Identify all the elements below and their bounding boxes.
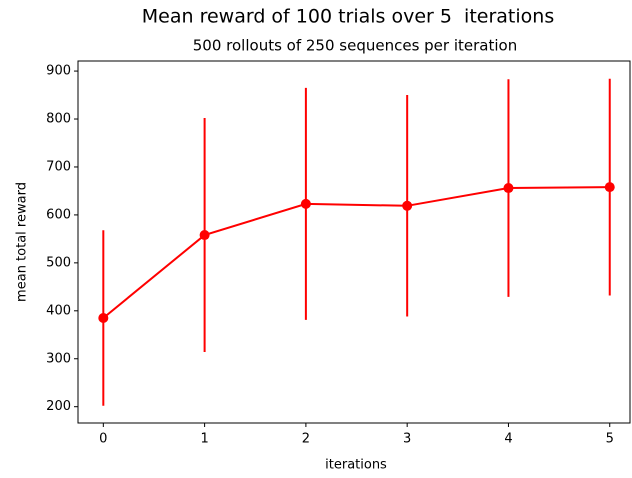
chart-subtitle: 500 rollouts of 250 sequences per iterat… — [193, 37, 517, 55]
y-tick-label: 300 — [46, 351, 71, 366]
point — [199, 230, 210, 241]
x-tick-label: 1 — [200, 432, 208, 447]
y-tick-label: 400 — [46, 303, 71, 318]
x-tick-label: 2 — [302, 432, 310, 447]
x-tick-label: 0 — [99, 432, 107, 447]
y-tick-label: 900 — [46, 64, 71, 79]
x-tick-label: 3 — [403, 432, 411, 447]
x-tick-label: 4 — [504, 432, 512, 447]
y-tick-label: 600 — [46, 207, 71, 222]
y-tick-label: 200 — [46, 399, 71, 414]
plot-frame — [77, 60, 631, 424]
y-tick-label: 500 — [46, 255, 71, 270]
y-axis-label: mean total reward — [15, 182, 30, 302]
x-tick-label: 5 — [606, 432, 614, 447]
point — [98, 312, 109, 323]
point — [402, 200, 413, 211]
point — [604, 182, 615, 193]
point — [300, 198, 311, 209]
chart-title: Mean reward of 100 trials over 5 iterati… — [142, 6, 554, 28]
x-axis-label: iterations — [325, 458, 387, 473]
y-tick-label: 800 — [46, 112, 71, 127]
point — [503, 183, 514, 194]
y-tick-label: 700 — [46, 159, 71, 174]
line — [102, 186, 610, 319]
